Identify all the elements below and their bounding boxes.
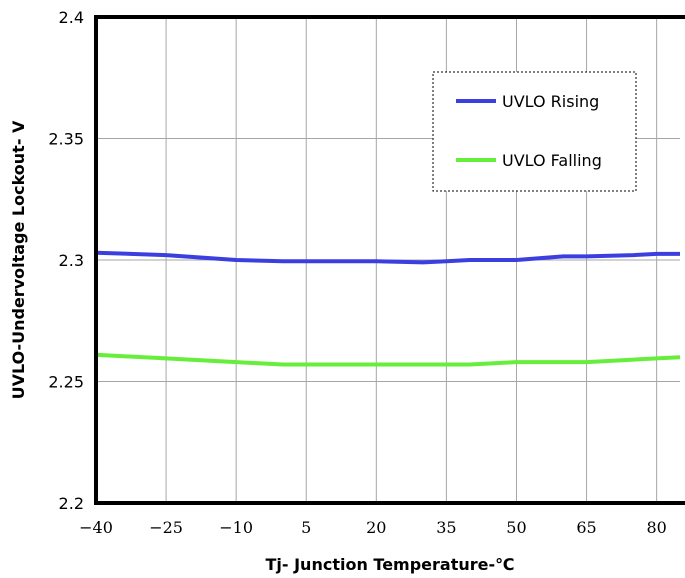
x-tick-label: 5 — [301, 518, 311, 537]
series-lines — [95, 250, 681, 367]
y-tick-label: 2.25 — [48, 373, 84, 392]
y-axis-label: UVLO-Undervoltage Lockout- V — [9, 120, 28, 399]
y-tick-labels: 2.4 2.35 2.3 2.25 2.2 — [48, 8, 84, 513]
x-tick-label: −40 — [79, 518, 113, 537]
x-tick-label: 65 — [576, 518, 596, 537]
x-tick-label: 20 — [366, 518, 386, 537]
legend: UVLO Rising UVLO Falling — [432, 71, 637, 192]
x-axis-label: Tj- Junction Temperature-℃ — [265, 555, 514, 574]
series-line-uvlo-falling — [95, 352, 681, 367]
y-tick-label: 2.2 — [59, 494, 84, 513]
x-tick-label: −10 — [219, 518, 253, 537]
x-tick-label: 50 — [506, 518, 526, 537]
series-line-uvlo-rising — [95, 250, 680, 265]
x-tick-labels: −40 −25 −10 5 20 35 50 65 80 — [79, 518, 667, 537]
y-tick-label: 2.4 — [59, 8, 84, 27]
x-tick-label: 35 — [436, 518, 456, 537]
plot-frame — [94, 15, 685, 505]
legend-label-uvlo-rising: UVLO Rising — [502, 92, 599, 111]
legend-box — [432, 71, 637, 192]
x-tick-label: −25 — [149, 518, 183, 537]
legend-label-uvlo-falling: UVLO Falling — [502, 151, 602, 170]
x-tick-label: 80 — [646, 518, 666, 537]
y-tick-label: 2.35 — [48, 130, 84, 149]
y-tick-label: 2.3 — [59, 251, 84, 270]
